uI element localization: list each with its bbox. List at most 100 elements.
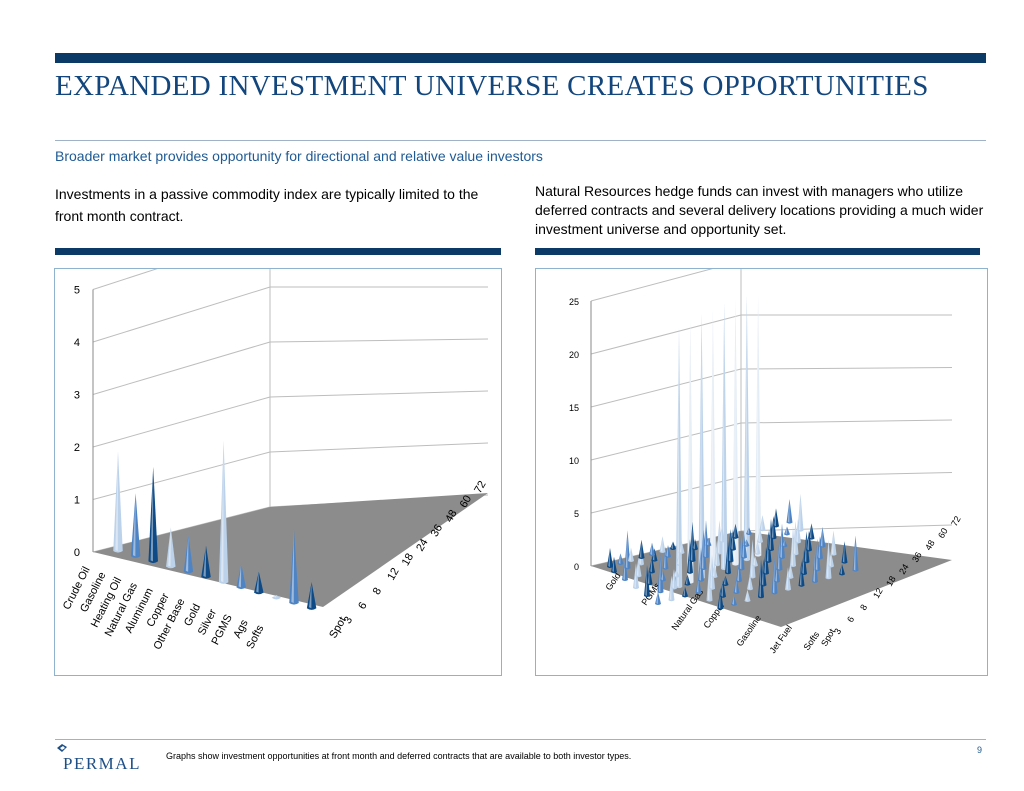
right-chart-cone-83 [678,540,685,555]
right-chart-depth-5: 18 [884,574,898,588]
right-chart-cone-75 [770,516,777,540]
right-chart-cone-70 [703,520,709,559]
right-chart-ytick-15: 15 [569,403,579,413]
right-chart-cone-74 [757,528,763,544]
left-chart-floor [93,493,488,607]
left-chart-depth-2: 6 [356,600,369,611]
right-chart-category-5: Jet Fuel [767,623,794,655]
right-chart-tall-cone-4 [720,301,728,571]
left-chart-ytick-4: 4 [74,337,80,349]
left-chart-ytick-3: 3 [74,390,80,402]
right-chart-grid-2 [590,422,742,461]
left-chart-depth-9: 60 [458,493,475,510]
right-chart-ytick-10: 10 [569,456,579,466]
right-chart-cone-84 [692,539,698,551]
right-chart-cone-47 [792,521,799,556]
right-chart-tall-cone-3 [709,308,717,575]
right-chart-category-4: Gasoline [734,613,763,648]
right-chart-front-cone-6 [670,541,676,551]
right-chart-grid-back-0 [740,524,953,532]
page-number: 9 [977,745,983,755]
right-chart-cone-13 [733,577,740,595]
left-chart-ytick-1: 1 [74,495,80,507]
left-chart-cone-9 [271,595,282,600]
right-chart-front-cone-5 [659,536,666,554]
right-chart-cone-25 [695,577,702,594]
left-chart-depth-5: 18 [400,551,417,568]
right-chart-cone-17 [787,563,794,579]
right-chart-cone-52 [660,570,666,582]
right-chart-cone-66 [649,555,655,574]
right-chart-cone-29 [749,539,756,579]
right-chart-tall-cone-1 [687,319,694,584]
right-chart-cone-24 [682,586,688,598]
right-chart-depth-7: 36 [910,550,924,564]
right-chart-cone-46 [779,523,785,560]
right-chart-cone-77 [797,493,804,532]
left-chart-cone-6 [218,440,229,584]
right-chart-cone-26 [709,554,715,590]
right-chart-front-cone-4 [649,542,655,557]
right-chart-front-cone-3 [638,539,645,560]
right-chart-cone-44 [752,555,758,567]
left-chart-cone-5 [201,545,211,579]
right-chart-cone-34 [817,536,823,560]
right-chart-cone-1 [731,596,737,606]
right-chart-cone-78 [611,556,617,574]
right-chart-depth-6: 24 [897,562,911,576]
left-chart-depth-6: 24 [414,537,431,554]
right-chart-cone-68 [676,554,682,566]
right-chart-cone-39 [684,574,691,586]
right-chart-cone-72 [730,529,736,551]
left-chart-cone-2 [148,466,158,564]
left-chart-depth-1: 3 [342,615,355,626]
right-chart-depth-9: 60 [936,526,950,540]
left-chart-grid-back-3 [269,338,489,343]
right-chart-cone-87 [732,523,739,539]
right-chart-depth-2: 6 [845,615,856,624]
right-chart-panel: 0 5 10 15 20 25 Gold PGMs Natural Gas Copper Gasol… [535,268,988,676]
right-chart-cone-8 [825,539,832,580]
right-chart-cone-86 [719,525,725,543]
right-chart-cone-27 [722,575,729,587]
right-chart-grid-5 [590,269,713,302]
permal-logo: PERMAL [55,742,145,776]
left-chart-grid-1 [92,451,271,500]
right-chart-front-cone-1 [617,553,624,566]
right-chart-cone-58 [741,533,747,559]
right-chart-grid-back-1 [740,472,953,478]
right-chart-cone-85 [705,538,712,547]
right-chart-cone-41 [711,564,718,579]
right-chart-cone-2 [744,589,751,603]
left-chart-cone-1 [130,493,141,558]
left-chart-ytick-5: 5 [74,285,80,297]
right-chart-cone-82 [665,545,671,558]
left-chart-cone-11 [306,581,317,610]
right-chart-cone-51 [646,566,653,586]
right-chart-grid-1 [590,476,742,514]
right-chart-cone-32 [790,526,796,568]
right-chart-cone-4 [771,557,778,595]
right-chart-cone-89 [759,515,766,532]
right-chart-cone-37 [657,553,664,594]
left-chart-grid-5 [92,269,158,290]
right-chart-cone-14 [747,574,753,591]
right-chart-cone-79 [624,530,631,570]
right-chart-cone-5 [785,567,791,591]
right-description: Natural Resources hedge funds can invest… [535,183,984,237]
left-chart-panel: 0 1 2 3 4 5 Crude Oil Gasoline Heating Oil Natura… [54,268,502,676]
right-chart-cone-0 [717,587,724,610]
right-chart-depth-3: 8 [858,603,869,612]
right-chart-cone-64 [622,558,628,582]
left-chart-grid-4 [92,286,271,343]
right-chart-tall-cone-6 [743,295,751,562]
right-chart-cone-63 [808,523,815,540]
left-chart-cone-8 [254,571,264,595]
right-chart-cone-65 [635,557,642,578]
top-accent-bar [55,53,986,63]
left-chart-cone-4 [183,535,194,574]
left-chart-grid-back-2 [269,390,489,398]
right-chart-tall-cone-2 [698,313,705,580]
